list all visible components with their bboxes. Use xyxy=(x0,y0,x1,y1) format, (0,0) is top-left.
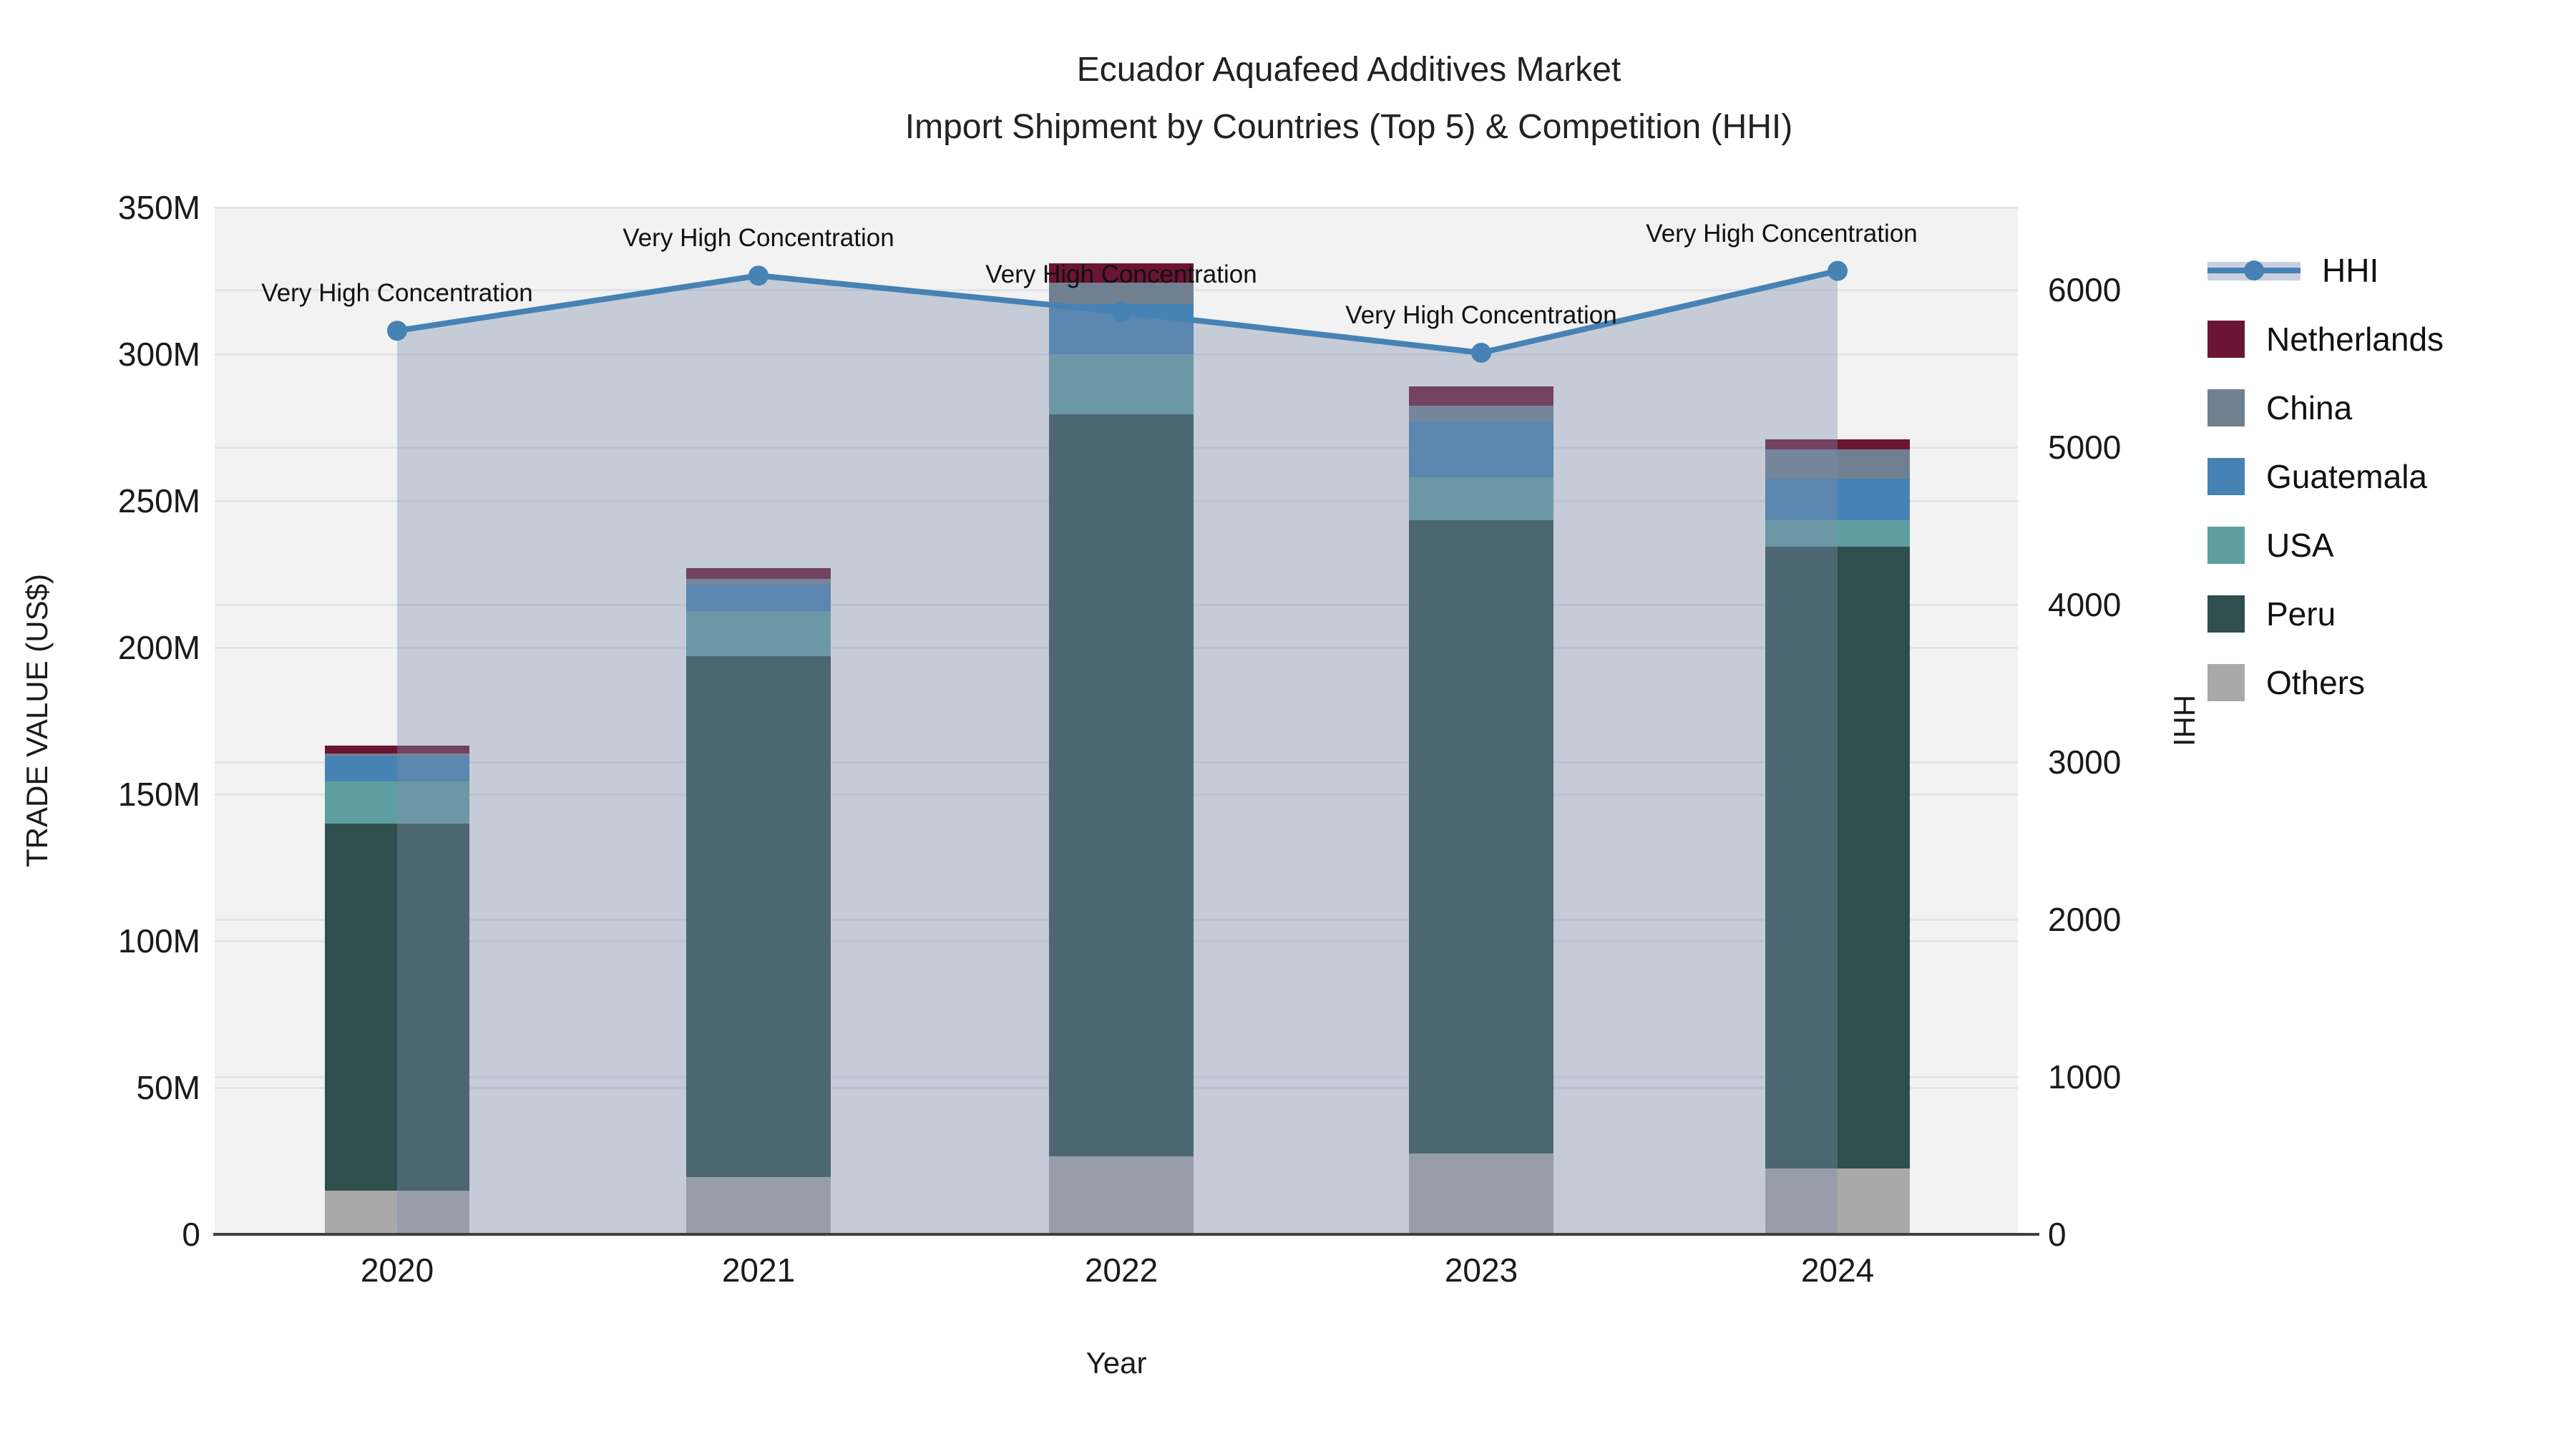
hhi-marker-2022 xyxy=(1111,301,1131,322)
bar-segment-china-2022 xyxy=(1049,282,1194,305)
hhi-line-legend-glyph xyxy=(2207,252,2301,289)
annotation-2022: Very High Concentration xyxy=(985,260,1257,288)
y-left-tick-0: 0 xyxy=(182,1216,200,1253)
legend-item-others[interactable]: Others xyxy=(2207,648,2444,717)
bar-segment-peru-2024 xyxy=(1765,546,1910,1169)
bar-segment-peru-2022 xyxy=(1049,414,1194,1157)
x-axis-line xyxy=(213,1233,2039,1236)
gridline-yleft-350M xyxy=(215,207,2018,209)
y-left-axis-title: TRADE VALUE (US$) xyxy=(20,574,54,867)
y-right-axis-title: HHI xyxy=(2167,694,2201,747)
bar-segment-netherlands-2022 xyxy=(1049,263,1194,283)
y-right-tick-2000: 2000 xyxy=(2048,901,2122,938)
bar-segment-peru-2020 xyxy=(325,824,469,1191)
bar-segment-others-2022 xyxy=(1049,1156,1194,1234)
bar-segment-guatemala-2024 xyxy=(1765,479,1910,520)
y-right-tick-5000: 5000 xyxy=(2048,429,2122,466)
bar-segment-usa-2023 xyxy=(1409,477,1553,520)
bar-segment-usa-2021 xyxy=(686,610,831,657)
bar-segment-china-2020 xyxy=(325,753,469,756)
x-tick-2024: 2024 xyxy=(1800,1252,1875,1289)
y-left-tick-100M: 100M xyxy=(117,922,200,960)
x-tick-2021: 2021 xyxy=(721,1252,796,1289)
legend-swatch-guatemala xyxy=(2207,458,2245,495)
y-right-tick-6000: 6000 xyxy=(2048,271,2122,308)
bar-segment-others-2020 xyxy=(325,1190,469,1234)
hhi-line-layer xyxy=(387,260,1848,1235)
chart-title-line2: Import Shipment by Countries (Top 5) & C… xyxy=(904,108,1793,146)
legend-item-hhi[interactable]: HHI xyxy=(2207,236,2444,305)
legend-swatch-china xyxy=(2207,389,2245,426)
y-right-tick-0: 0 xyxy=(2048,1216,2067,1253)
bar-segment-usa-2022 xyxy=(1049,354,1194,415)
legend: HHI Netherlands China Guatemala USA Peru Other… xyxy=(2207,236,2444,717)
bar-segment-netherlands-2024 xyxy=(1765,439,1910,450)
legend-label-hhi: HHI xyxy=(2322,252,2379,289)
y-right-tick-1000: 1000 xyxy=(2048,1058,2122,1096)
bar-segment-peru-2021 xyxy=(686,656,831,1178)
bar-segment-guatemala-2020 xyxy=(325,756,469,781)
x-axis-title: Year xyxy=(1085,1346,1147,1380)
legend-label-china: China xyxy=(2266,389,2353,426)
bar-segment-netherlands-2023 xyxy=(1409,386,1553,406)
hhi-marker-2023 xyxy=(1471,343,1491,363)
legend-label-netherlands: Netherlands xyxy=(2266,321,2444,358)
legend-label-guatemala: Guatemala xyxy=(2266,458,2428,495)
legend-swatch-peru xyxy=(2207,595,2245,633)
y-right-tick-4000: 4000 xyxy=(2048,586,2122,623)
chart-title-line1: Ecuador Aquafeed Additives Market xyxy=(1076,51,1621,89)
x-tick-2020: 2020 xyxy=(360,1252,434,1289)
bar-segment-usa-2020 xyxy=(325,781,469,824)
y-left-tick-50M: 50M xyxy=(136,1069,200,1106)
y-left-tick-200M: 200M xyxy=(117,629,200,666)
bar-segment-usa-2024 xyxy=(1765,519,1910,547)
legend-swatch-netherlands xyxy=(2207,321,2245,358)
annotation-2024: Very High Concentration xyxy=(1646,219,1918,248)
chart-title: Ecuador Aquafeed Additives Market Import… xyxy=(122,42,2576,156)
y-left-tick-150M: 150M xyxy=(117,776,200,813)
plot-area xyxy=(215,207,2018,1235)
bar-segment-china-2024 xyxy=(1765,449,1910,479)
legend-item-usa[interactable]: USA xyxy=(2207,511,2444,580)
y-left-tick-250M: 250M xyxy=(117,482,200,519)
legend-label-usa: USA xyxy=(2266,527,2334,564)
bar-segment-china-2021 xyxy=(686,578,831,585)
y-right-tick-3000: 3000 xyxy=(2048,743,2122,781)
annotation-2021: Very High Concentration xyxy=(623,224,894,253)
bar-segment-others-2024 xyxy=(1765,1168,1910,1234)
bar-segment-peru-2023 xyxy=(1409,519,1553,1154)
legend-swatch-usa xyxy=(2207,527,2245,564)
legend-item-guatemala[interactable]: Guatemala xyxy=(2207,442,2444,511)
hhi-marker-2021 xyxy=(748,265,769,286)
bar-segment-others-2023 xyxy=(1409,1153,1553,1234)
legend-item-netherlands[interactable]: Netherlands xyxy=(2207,305,2444,374)
bar-segment-netherlands-2020 xyxy=(325,746,469,753)
hhi-legend-dot xyxy=(2244,260,2264,280)
x-tick-2022: 2022 xyxy=(1084,1252,1158,1289)
bar-segment-guatemala-2023 xyxy=(1409,421,1553,478)
bar-segment-netherlands-2021 xyxy=(686,568,831,579)
hhi-marker-2020 xyxy=(387,321,407,341)
bar-segment-guatemala-2021 xyxy=(686,584,831,611)
annotation-2023: Very High Concentration xyxy=(1345,301,1617,329)
legend-label-peru: Peru xyxy=(2266,595,2336,633)
legend-item-china[interactable]: China xyxy=(2207,374,2444,442)
annotation-2020: Very High Concentration xyxy=(261,279,533,308)
legend-label-others: Others xyxy=(2266,664,2366,701)
y-left-tick-350M: 350M xyxy=(117,189,200,226)
x-tick-2023: 2023 xyxy=(1444,1252,1518,1289)
legend-swatch-others xyxy=(2207,664,2245,701)
bar-segment-china-2023 xyxy=(1409,405,1553,422)
bar-segment-others-2021 xyxy=(686,1177,831,1234)
hhi-area-fill xyxy=(397,270,1838,1235)
legend-item-peru[interactable]: Peru xyxy=(2207,580,2444,648)
hhi-marker-2024 xyxy=(1828,260,1848,281)
y-left-tick-300M: 300M xyxy=(117,336,200,373)
